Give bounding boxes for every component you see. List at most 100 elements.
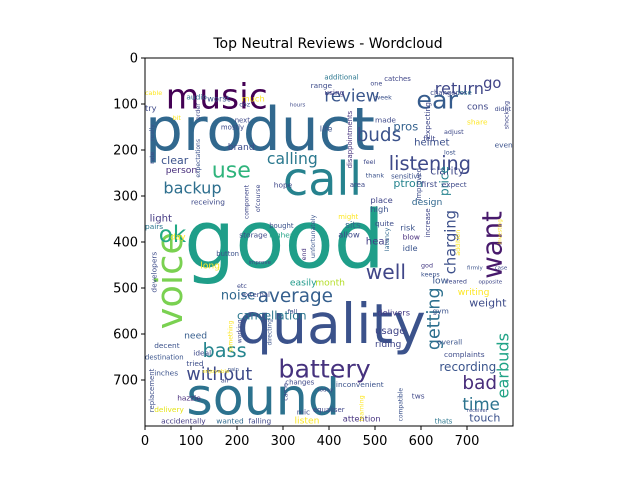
word-157: feel xyxy=(364,158,376,166)
word-38: touch xyxy=(469,411,500,424)
word-146: really xyxy=(149,124,156,141)
word-74: audio xyxy=(186,92,207,101)
word-86: sensitive xyxy=(391,173,422,181)
word-140: order xyxy=(194,103,202,120)
word-109: inconvenient xyxy=(336,380,384,389)
word-36: clarity xyxy=(430,164,465,177)
word-25: getting xyxy=(424,287,444,350)
word-121: keeps xyxy=(421,271,440,279)
word-40: price xyxy=(438,166,452,196)
y-tick-label-7: 700 xyxy=(113,374,138,389)
word-51: allow xyxy=(338,229,360,239)
word-65: tried xyxy=(186,359,204,368)
word-14: well xyxy=(366,260,406,284)
word-54: writing xyxy=(458,287,490,298)
word-94: latency xyxy=(383,228,391,252)
y-axis: 0 100 200 300 400 500 600 700 xyxy=(113,52,145,389)
word-115: thats xyxy=(435,418,453,426)
word-1: good xyxy=(184,192,385,286)
x-tick-label-6: 600 xyxy=(409,434,434,449)
word-28: earbuds xyxy=(493,333,512,398)
word-43: easily xyxy=(290,278,317,289)
word-130: share xyxy=(467,118,488,127)
word-138: coz xyxy=(239,100,250,108)
y-tick-label-5: 500 xyxy=(113,282,138,297)
word-111: mic xyxy=(297,408,310,417)
word-152: working xyxy=(237,319,244,343)
word-48: riding xyxy=(375,339,401,350)
x-tick-label-3: 300 xyxy=(271,434,296,449)
word-107: air xyxy=(221,376,230,384)
word-8: ear xyxy=(416,86,458,115)
word-30: noise xyxy=(221,289,255,304)
word-61: accidentally xyxy=(161,417,206,426)
word-147: cable xyxy=(145,89,162,97)
word-24: charging xyxy=(443,210,460,274)
word-79: using xyxy=(324,88,344,97)
word-142: expectations xyxy=(195,139,202,178)
word-39: hear xyxy=(366,236,390,247)
word-78: range xyxy=(311,81,333,90)
chart-title: Top Neutral Reviews - Wordcloud xyxy=(212,36,442,52)
word-116: overall xyxy=(437,338,462,347)
word-123: case xyxy=(495,266,508,272)
x-axis: 0 100 200 300 400 500 600 700 xyxy=(141,426,479,449)
word-12: review xyxy=(324,87,379,106)
word-0: product xyxy=(145,95,375,165)
word-158: came xyxy=(282,383,290,401)
word-layer: product good quality sound call music voice bat… xyxy=(145,74,513,427)
word-16: without xyxy=(186,365,252,385)
word-101: button xyxy=(216,250,239,258)
word-148: improve xyxy=(249,260,272,266)
word-32: light xyxy=(150,213,172,224)
word-17: backup xyxy=(163,179,221,198)
word-60: wanted xyxy=(216,417,244,426)
word-52: place xyxy=(370,195,392,205)
word-82: disappointments xyxy=(346,110,354,168)
word-93: idle xyxy=(403,243,418,253)
word-45: helmet xyxy=(414,137,449,148)
word-72: mostly xyxy=(221,123,244,131)
word-155: area xyxy=(350,181,365,189)
word-46: cons xyxy=(467,102,488,113)
word-99: higher xyxy=(269,230,294,239)
y-tick-label-6: 600 xyxy=(113,328,138,343)
word-67: decent xyxy=(154,341,180,350)
word-7: battery xyxy=(278,355,370,384)
word-9: want xyxy=(476,211,509,279)
word-129: shocking xyxy=(502,101,510,129)
word-120: god xyxy=(421,261,433,269)
word-110: equaliser xyxy=(313,406,345,414)
word-134: made xyxy=(375,115,396,124)
word-136: one xyxy=(370,80,382,88)
word-91: risk xyxy=(400,223,415,233)
word-47: usage xyxy=(375,326,405,337)
word-34: person xyxy=(166,165,198,176)
word-126: investing xyxy=(498,219,504,244)
word-141: bit xyxy=(173,114,182,122)
word-124: opposite xyxy=(479,279,503,285)
word-151: something xyxy=(227,320,234,352)
y-tick-label-1: 100 xyxy=(113,98,138,113)
word-100: bought xyxy=(269,222,294,230)
word-145: rate xyxy=(149,151,156,163)
x-tick-label-2: 200 xyxy=(225,434,250,449)
word-58: listen xyxy=(295,416,320,427)
plot-area xyxy=(145,58,513,426)
word-62: delivery xyxy=(154,405,184,414)
word-159: today xyxy=(318,388,334,394)
word-92: blow xyxy=(403,233,420,242)
word-161: enjoyable xyxy=(203,369,230,375)
word-20: buds xyxy=(357,125,402,146)
word-87: first xyxy=(421,179,438,189)
word-128: even xyxy=(495,141,513,150)
word-114: tws xyxy=(412,391,425,400)
x-tick-label-4: 400 xyxy=(317,434,342,449)
word-122: firmly xyxy=(467,266,484,272)
word-57: attention xyxy=(343,413,381,423)
word-69: long xyxy=(200,261,220,272)
word-63: hazzle xyxy=(177,394,201,403)
word-44: month xyxy=(315,278,345,289)
word-6: voice xyxy=(148,232,191,329)
word-27: bad xyxy=(462,373,497,394)
